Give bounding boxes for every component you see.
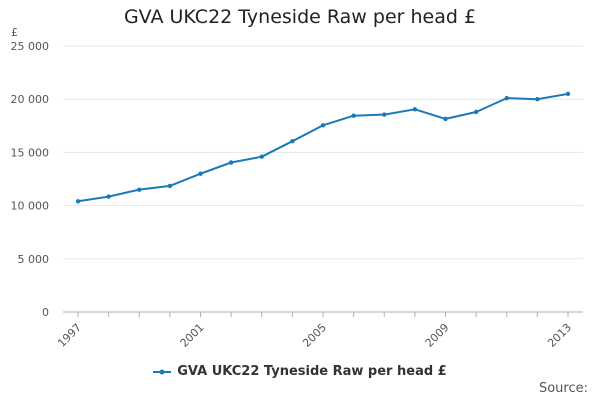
data-point <box>382 112 387 117</box>
x-tick-label: 1997 <box>55 321 84 350</box>
y-tick-label: 0 <box>42 306 49 319</box>
x-tick-label: 2009 <box>423 321 452 350</box>
data-point <box>290 139 295 144</box>
data-point <box>473 109 479 115</box>
data-point <box>137 187 142 192</box>
x-tick-label: 2001 <box>178 321 207 350</box>
chart-title: GVA UKC22 Tyneside Raw per head £ <box>123 6 477 28</box>
y-tick-label: 5 000 <box>18 253 50 266</box>
legend-label: GVA UKC22 Tyneside Raw per head £ <box>177 364 447 379</box>
data-point <box>198 171 203 176</box>
data-point <box>565 91 571 97</box>
data-point <box>228 160 234 165</box>
y-axis-ticks: 0 5 000 10 000 15 000 20 000 25 000 <box>11 40 50 319</box>
x-axis: 1997 2001 2005 2009 2013 <box>55 311 583 350</box>
data-point <box>75 199 81 204</box>
x-tick-label: 2013 <box>545 321 574 350</box>
gridlines <box>63 45 583 260</box>
data-point <box>167 183 173 189</box>
data-point <box>535 97 540 102</box>
data-point <box>106 194 111 199</box>
source-label: Source: <box>538 381 588 396</box>
line-chart: £ 0 5 000 10 000 15 000 20 000 25 000 1997 200… <box>11 26 583 350</box>
y-tick-label: 15 000 <box>11 146 50 159</box>
data-point <box>259 154 264 159</box>
data-point <box>320 123 326 128</box>
y-axis-unit-label: £ <box>11 26 18 39</box>
data-point <box>351 113 356 118</box>
legend-swatch-icon <box>153 369 172 374</box>
data-point <box>443 116 448 122</box>
series-line <box>77 92 569 203</box>
y-tick-label: 10 000 <box>11 200 50 213</box>
data-point <box>412 107 418 112</box>
y-tick-label: 25 000 <box>11 40 50 53</box>
y-tick-label: 20 000 <box>11 93 50 106</box>
data-point <box>504 95 509 101</box>
legend[interactable]: GVA UKC22 Tyneside Raw per head £ <box>0 364 600 379</box>
series-layer <box>75 91 571 204</box>
x-tick-label: 2005 <box>300 321 329 350</box>
